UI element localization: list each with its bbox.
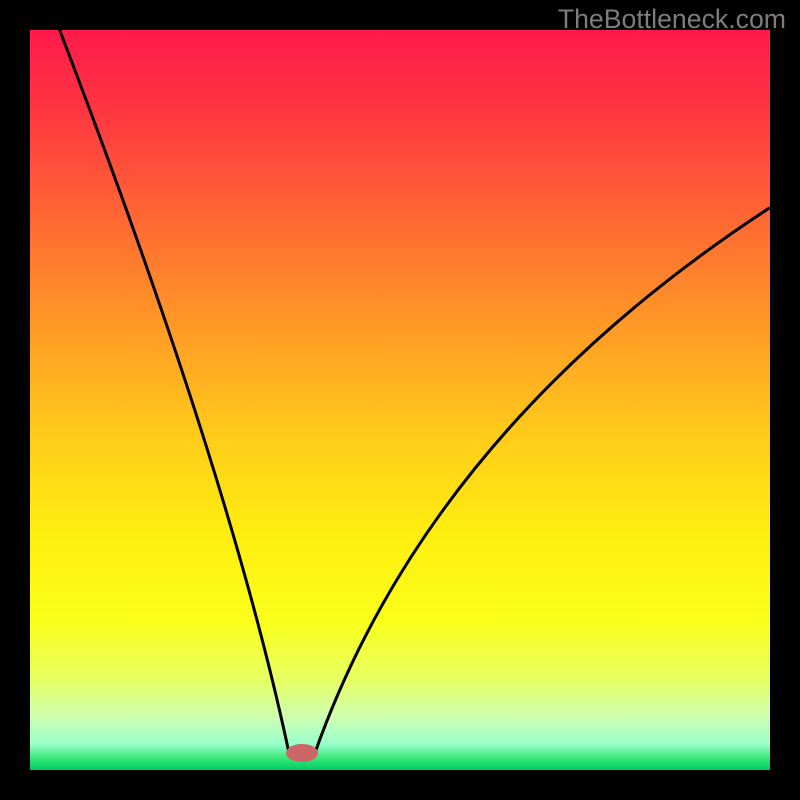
- watermark-text: TheBottleneck.com: [558, 4, 786, 35]
- curve-layer: [0, 0, 800, 800]
- chart-container: TheBottleneck.com: [0, 0, 800, 800]
- bottleneck-curve: [60, 30, 770, 753]
